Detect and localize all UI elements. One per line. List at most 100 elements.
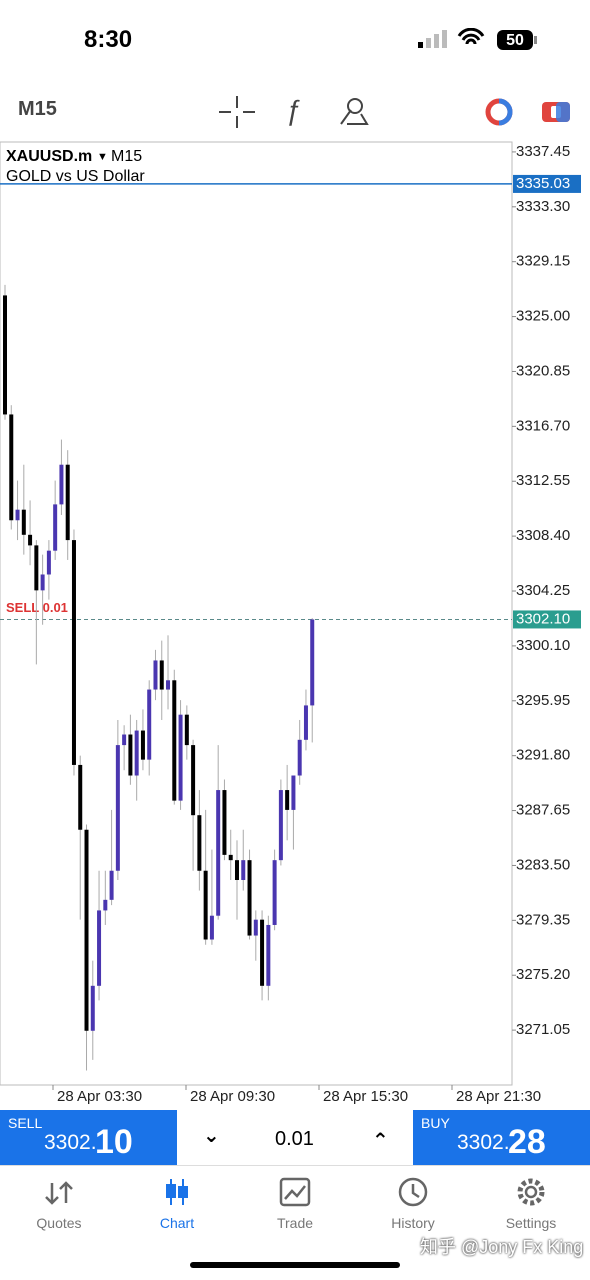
candle-body [28, 534, 33, 546]
volume-up[interactable]: ⌃ [372, 1130, 389, 1152]
candle-body [241, 860, 246, 880]
candle-body [209, 915, 214, 940]
candle-body [40, 574, 45, 591]
bid-label-box [513, 610, 581, 629]
battery: 50 [506, 32, 524, 49]
indicators-icon[interactable]: ƒ [285, 94, 301, 125]
candle-body [115, 745, 120, 871]
candle-body [78, 764, 83, 830]
candle-body [272, 860, 277, 925]
candle-body [153, 660, 158, 690]
sell-label: SELL [8, 1115, 43, 1131]
icon [166, 1179, 188, 1205]
candle-body [128, 734, 133, 776]
y-tick-label: 3279.35 [516, 911, 570, 928]
dropdown-arrow[interactable]: ▼ [97, 151, 108, 163]
buy-button[interactable]: BUY 3302. 28 [413, 1110, 590, 1165]
label: Quotes [36, 1215, 82, 1231]
header-timeframe: M15 [111, 148, 142, 165]
y-tick-label: 3275.20 [516, 966, 570, 983]
candle-body [253, 919, 258, 936]
candle-body [9, 414, 14, 521]
icon [517, 1178, 545, 1206]
candle-body [59, 464, 64, 505]
candle-body [53, 504, 58, 551]
y-tick-label: 3329.15 [516, 253, 570, 270]
label: Trade [276, 1215, 314, 1231]
candle-body [90, 985, 95, 1031]
candle-body [140, 730, 145, 760]
volume[interactable]: 0.01 [275, 1128, 314, 1150]
candle-body [247, 860, 252, 936]
y-tick-label: 3308.40 [516, 527, 570, 544]
bid-label: 3302.10 [516, 610, 570, 627]
nav-trade[interactable]: Trade [236, 1175, 354, 1231]
ask-label-box [513, 174, 581, 193]
y-tick-label: 3333.30 [516, 198, 570, 215]
candle-body [285, 790, 290, 810]
candle-body [84, 829, 89, 1031]
y-tick-label: 3291.80 [516, 747, 570, 764]
candle-body [291, 775, 296, 810]
nav-history[interactable]: History [354, 1175, 472, 1231]
candle-body [147, 689, 152, 760]
divider [0, 1165, 590, 1166]
x-tick-label: 28 Apr 03:30 [57, 1088, 142, 1105]
candle-body [266, 924, 271, 986]
y-tick-label: 3337.45 [516, 143, 570, 160]
sell-price-main: 3302. [44, 1131, 97, 1154]
chart: XAUUSD.m ▼ M15 GOLD vs US Dollar 3337.45… [0, 141, 581, 1105]
y-tick-label: 3300.10 [516, 637, 570, 654]
candle-body [65, 464, 70, 541]
candle-body [203, 870, 208, 940]
candle-body [310, 619, 315, 706]
y-tick-label: 3316.70 [516, 417, 570, 434]
candle-body [178, 714, 183, 801]
trade-icon[interactable] [542, 102, 570, 122]
candle-body [197, 815, 202, 871]
candle-body [172, 680, 177, 801]
candle-body [278, 790, 283, 861]
nav-settings[interactable]: Settings [472, 1175, 590, 1231]
ask-label: 3335.03 [516, 175, 570, 192]
symbol: XAUUSD.m [6, 148, 92, 165]
x-tick-label: 28 Apr 21:30 [456, 1088, 541, 1105]
clock: 8:30 [84, 26, 133, 53]
account-icon[interactable] [485, 98, 513, 126]
crosshair-icon[interactable] [219, 96, 255, 128]
nav-quotes[interactable]: Quotes [0, 1175, 118, 1231]
candle-body [191, 745, 196, 816]
symbol-description: GOLD vs US Dollar [6, 168, 145, 185]
timeframe-button[interactable]: M15 [18, 98, 57, 120]
sell-price-big: 10 [95, 1123, 133, 1161]
watermark: 知乎 @Jony Fx King [420, 1237, 584, 1257]
status-icons: 50 [418, 28, 537, 50]
candle-body [15, 509, 20, 521]
candle-body [184, 714, 189, 746]
objects-icon[interactable] [340, 98, 369, 125]
y-tick-label: 3287.65 [516, 802, 570, 819]
icon [398, 1177, 428, 1207]
volume-down[interactable]: ⌄ [203, 1125, 220, 1147]
candle-body [46, 550, 51, 575]
x-tick-label: 28 Apr 09:30 [190, 1088, 275, 1105]
sell-button[interactable]: SELL 3302. 10 [0, 1110, 177, 1165]
icon [279, 1177, 311, 1207]
candle-body [134, 730, 139, 776]
nav-chart[interactable]: Chart [118, 1175, 236, 1231]
y-tick-label: 3304.25 [516, 582, 570, 599]
candle-body [303, 705, 308, 740]
toolbar-icons: ƒ [219, 94, 570, 128]
candle-body [3, 295, 7, 415]
home-indicator [190, 1262, 400, 1268]
y-tick-label: 3283.50 [516, 856, 570, 873]
candle-body [222, 790, 227, 855]
y-tick-label: 3295.95 [516, 692, 570, 709]
candle-body [34, 545, 39, 591]
buy-label: BUY [421, 1115, 450, 1131]
order-label: SELL 0.01 [6, 600, 68, 615]
candle-body [166, 680, 171, 690]
y-tick-label: 3320.85 [516, 362, 570, 379]
candle-body [71, 540, 76, 765]
